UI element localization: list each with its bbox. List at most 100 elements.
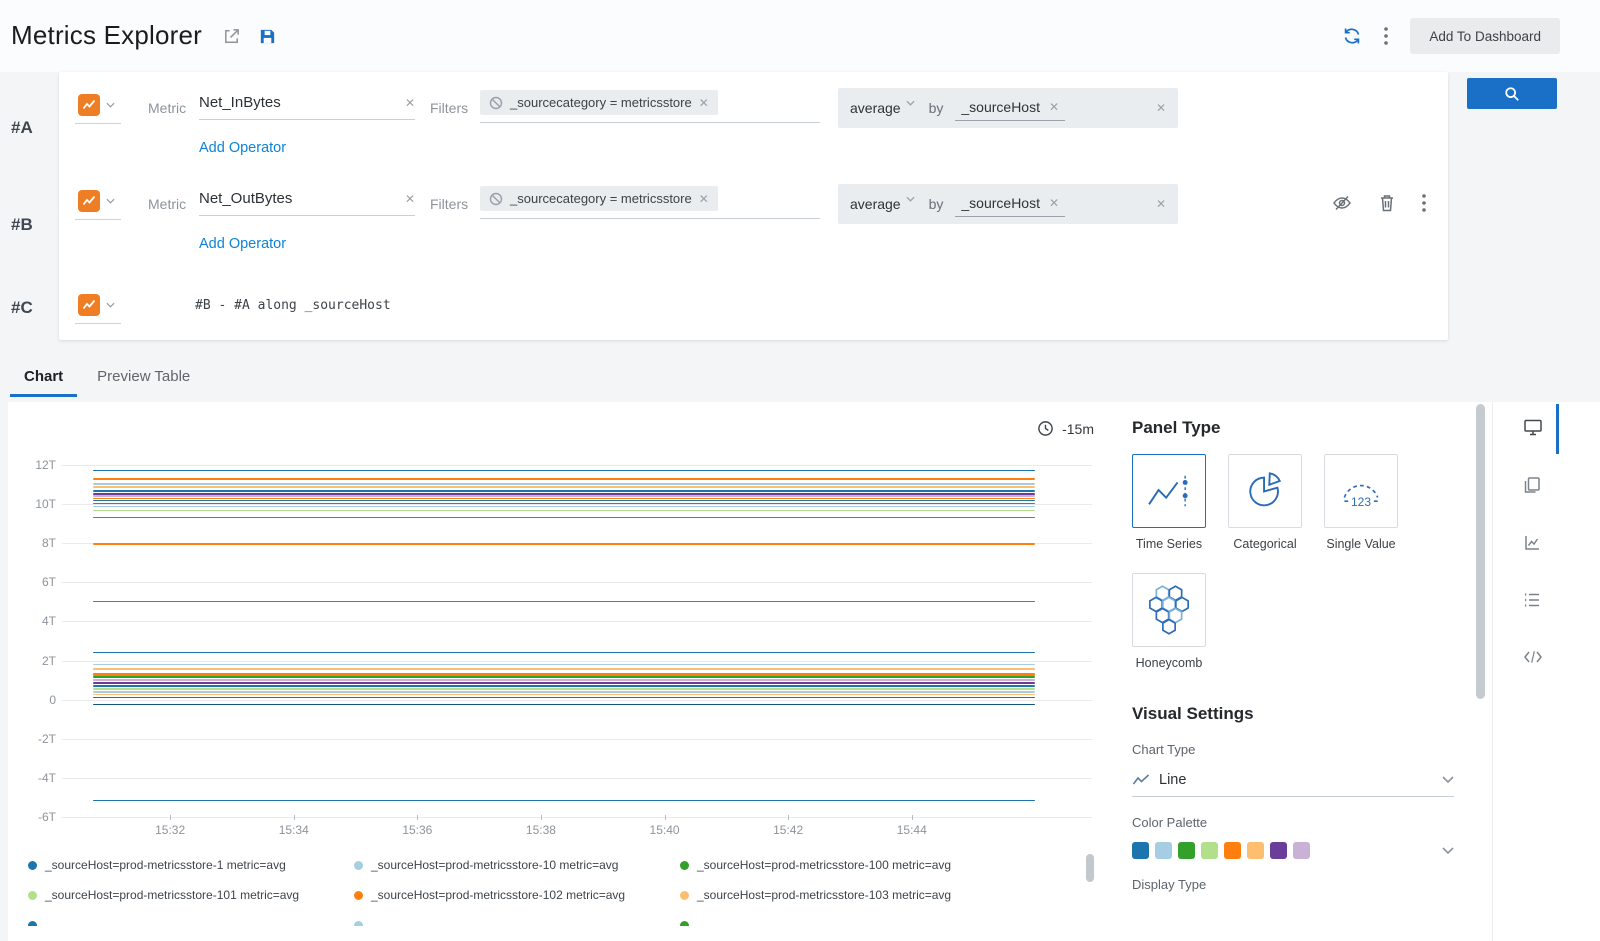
series-line[interactable]	[93, 679, 1035, 681]
remove-aggregation-icon[interactable]	[1156, 198, 1166, 210]
remove-filter-icon[interactable]	[699, 193, 709, 205]
add-to-dashboard-button[interactable]: Add To Dashboard	[1410, 18, 1560, 54]
share-icon[interactable]	[222, 27, 241, 46]
group-by-chip[interactable]: _sourceHost	[955, 191, 1065, 217]
series-line[interactable]	[93, 704, 1035, 706]
time-range[interactable]: -15m	[1037, 420, 1094, 437]
series-line[interactable]	[93, 486, 1035, 488]
palette-swatch[interactable]	[1201, 842, 1218, 859]
settings-scrollbar[interactable]	[1476, 404, 1485, 941]
expression-input[interactable]: #B - #A along _sourceHost	[195, 298, 391, 313]
series-line[interactable]	[93, 500, 1035, 502]
series-line[interactable]	[93, 682, 1035, 684]
general-settings-icon[interactable]	[1523, 418, 1543, 436]
series-line[interactable]	[93, 652, 1035, 654]
legend-item[interactable]: _sourceHost=prod-metricsstore-101 metric…	[28, 888, 354, 902]
palette-swatch[interactable]	[1247, 842, 1264, 859]
series-line[interactable]	[93, 470, 1035, 472]
legend-item[interactable]: _sourceHost=prod-metricsstore-1 metric=a…	[28, 858, 354, 872]
legend-item[interactable]: _sourceHost=prod-metricsstore-10 metric=…	[354, 858, 680, 872]
kebab-menu-icon[interactable]	[1384, 27, 1388, 45]
group-by-chip[interactable]: _sourceHost	[955, 95, 1065, 121]
legend-settings-icon[interactable]	[1523, 592, 1541, 608]
time-range-label: -15m	[1062, 421, 1094, 437]
delete-query-icon[interactable]	[1379, 194, 1395, 212]
series-line[interactable]	[93, 510, 1035, 512]
series-line[interactable]	[93, 495, 1035, 497]
series-line[interactable]	[93, 517, 1035, 519]
metric-input[interactable]: Net_OutBytes	[199, 190, 415, 216]
filter-chip[interactable]: _sourcecategory = metricsstore	[480, 186, 718, 211]
series-line[interactable]	[93, 676, 1035, 678]
series-line[interactable]	[93, 543, 1035, 545]
chart-type-select[interactable]: Line	[1132, 763, 1454, 797]
group-by-value: _sourceHost	[961, 99, 1040, 115]
clear-metric-icon[interactable]	[405, 97, 415, 109]
tab-preview-table[interactable]: Preview Table	[83, 358, 204, 397]
aggregation-select[interactable]: average	[850, 100, 915, 116]
refresh-icon[interactable]	[1342, 26, 1362, 46]
series-line[interactable]	[93, 483, 1035, 485]
y-gridline	[62, 739, 1092, 740]
line-chart-icon	[78, 190, 100, 212]
palette-swatch[interactable]	[1132, 842, 1149, 859]
query-type-button[interactable]	[75, 86, 121, 124]
remove-aggregation-icon[interactable]	[1156, 102, 1166, 114]
color-palette-select[interactable]	[1132, 842, 1454, 859]
legend-item[interactable]: _sourceHost=prod-metricsstore-102 metric…	[354, 888, 680, 902]
series-line[interactable]	[93, 601, 1035, 603]
palette-swatch[interactable]	[1178, 842, 1195, 859]
y-gridline	[62, 621, 1092, 622]
legend-item[interactable]: _sourceHost=prod-metricsstore-100 metric…	[680, 858, 1006, 872]
series-line[interactable]	[93, 664, 1035, 666]
legend-item[interactable]	[680, 921, 1006, 927]
remove-group-by-icon[interactable]	[1049, 197, 1059, 209]
series-line[interactable]	[93, 506, 1035, 508]
filters-input[interactable]: _sourcecategory = metricsstore	[480, 186, 820, 219]
save-icon[interactable]	[258, 27, 277, 46]
legend-item[interactable]	[28, 921, 354, 927]
settings-scrollbar-thumb[interactable]	[1476, 404, 1485, 699]
filters-input[interactable]: _sourcecategory = metricsstore	[480, 90, 820, 123]
legend-item[interactable]	[354, 921, 680, 927]
series-line[interactable]	[93, 668, 1035, 670]
hide-query-icon[interactable]	[1332, 194, 1352, 212]
series-line[interactable]	[93, 800, 1035, 802]
series-line[interactable]	[93, 691, 1035, 693]
series-line[interactable]	[93, 694, 1035, 696]
search-button[interactable]	[1467, 78, 1557, 109]
axis-settings-icon[interactable]	[1523, 534, 1541, 552]
palette-swatch[interactable]	[1270, 842, 1287, 859]
palette-swatch[interactable]	[1293, 842, 1310, 859]
series-line[interactable]	[93, 688, 1035, 690]
panel-type-time-series[interactable]: Time Series	[1132, 454, 1206, 551]
add-operator-link[interactable]: Add Operator	[199, 236, 286, 252]
tab-chart[interactable]: Chart	[10, 358, 77, 397]
panel-type-single-value[interactable]: 123 Single Value	[1324, 454, 1398, 551]
code-view-icon[interactable]	[1523, 650, 1543, 664]
remove-group-by-icon[interactable]	[1049, 101, 1059, 113]
copy-panel-icon[interactable]	[1523, 476, 1541, 494]
remove-filter-icon[interactable]	[699, 97, 709, 109]
palette-swatch[interactable]	[1155, 842, 1172, 859]
query-type-button[interactable]	[75, 182, 121, 220]
legend-scrollbar[interactable]	[1086, 854, 1094, 916]
legend-item[interactable]: _sourceHost=prod-metricsstore-103 metric…	[680, 888, 1006, 902]
metric-input[interactable]: Net_InBytes	[199, 94, 415, 120]
series-line[interactable]	[93, 490, 1035, 492]
query-kebab-menu-icon[interactable]	[1422, 194, 1426, 212]
query-type-button[interactable]	[75, 286, 121, 324]
panel-type-honeycomb[interactable]: Honeycomb	[1132, 573, 1206, 670]
panel-type-categorical[interactable]: Categorical	[1228, 454, 1302, 551]
series-line[interactable]	[93, 685, 1035, 687]
series-line[interactable]	[93, 478, 1035, 480]
chevron-down-icon	[906, 100, 915, 106]
add-operator-link[interactable]: Add Operator	[199, 140, 286, 156]
clear-metric-icon[interactable]	[405, 193, 415, 205]
aggregation-select[interactable]: average	[850, 196, 915, 212]
legend-dot-icon	[354, 861, 363, 870]
series-line[interactable]	[93, 697, 1035, 699]
palette-swatch[interactable]	[1224, 842, 1241, 859]
filter-chip[interactable]: _sourcecategory = metricsstore	[480, 90, 718, 115]
legend-scrollbar-thumb[interactable]	[1086, 854, 1094, 882]
